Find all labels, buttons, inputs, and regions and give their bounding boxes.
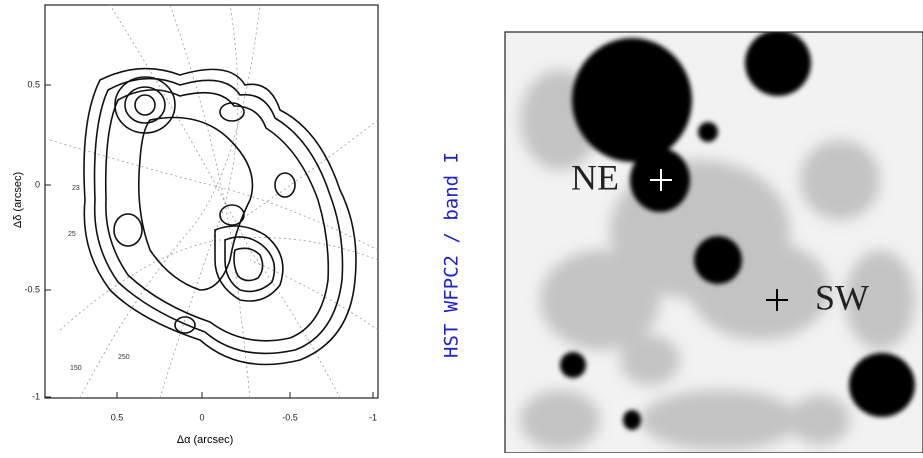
x-axis-label: Δα (arcsec): [177, 434, 234, 446]
y-tick-label: 0.5: [27, 79, 40, 89]
y-tick-label: -0.5: [24, 284, 40, 294]
x-tick-label: 0: [199, 412, 204, 422]
region-label: SW: [815, 277, 869, 317]
contour-label: 23: [72, 185, 80, 192]
y-tick-label: -1: [32, 391, 40, 401]
y-tick-label: 0: [35, 179, 40, 189]
image-panel: NE SW: [504, 31, 923, 454]
contour-label: 25: [68, 231, 76, 238]
x-tick-label: 0.5: [111, 412, 124, 422]
y-axis-label: Δδ (arcsec): [12, 172, 24, 228]
x-tick-label: -0.5: [282, 412, 298, 422]
contour-label: 250: [118, 354, 130, 361]
dotted-grid: [49, 4, 379, 399]
contour-label: 150: [70, 365, 82, 372]
side-label: HST WFPC2 / band I: [441, 152, 463, 358]
contours: [83, 67, 357, 366]
left-frame: [44, 4, 379, 399]
region-label: NE: [571, 157, 619, 197]
left-annotations: Δα (arcsec) Δδ (arcsec): [12, 172, 233, 446]
x-tick-label: -1: [369, 412, 377, 422]
